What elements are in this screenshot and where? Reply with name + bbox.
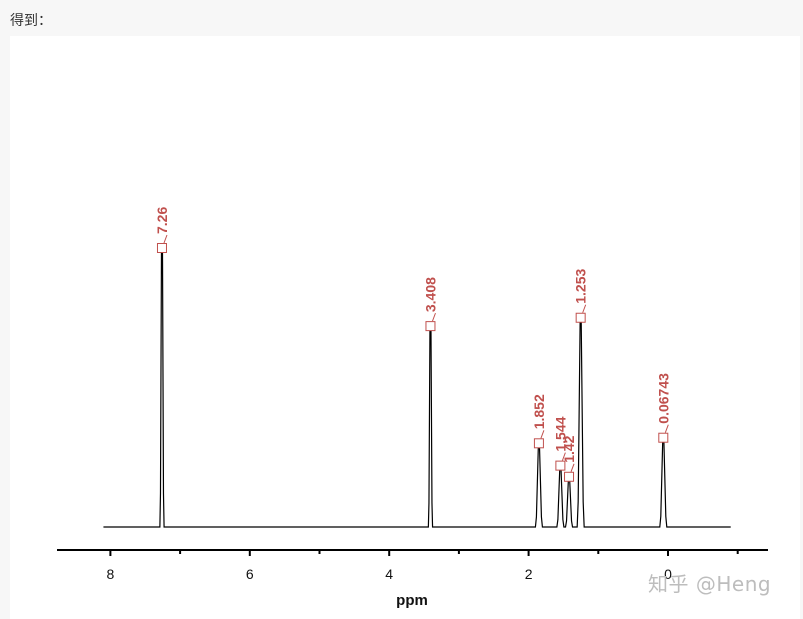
peak-label: 1.544 bbox=[552, 416, 568, 451]
x-axis-title: ppm bbox=[396, 592, 428, 609]
caption-text: 得到： bbox=[10, 13, 52, 29]
peak-label: 3.408 bbox=[422, 277, 438, 312]
tick-label: 6 bbox=[246, 566, 254, 582]
peak-label: 0.06743 bbox=[655, 373, 671, 424]
peak-label: 1.852 bbox=[531, 394, 547, 429]
peak-marker: 0.06743 bbox=[655, 373, 671, 443]
watermark: 知乎 @Heng bbox=[648, 572, 772, 596]
tick-label: 0 bbox=[664, 566, 672, 582]
peak-label: 7.26 bbox=[154, 207, 170, 234]
nmr-spectrum-figure: 8 6 4 2 0 7.26 3.408 1.852 1.544 1.42 1.253 0.0674… bbox=[10, 36, 800, 619]
peak-marker: 1.544 bbox=[552, 416, 568, 471]
tick-label: 2 bbox=[525, 566, 533, 582]
peak-marker: 1.42 bbox=[561, 435, 577, 482]
tick-label: 8 bbox=[107, 566, 115, 582]
peak-marker: 3.408 bbox=[422, 277, 438, 332]
peak-marker: 7.26 bbox=[154, 207, 170, 253]
x-axis: 8 6 4 2 0 bbox=[57, 549, 768, 582]
peak-label: 1.42 bbox=[561, 435, 577, 462]
tick-label: 4 bbox=[385, 566, 393, 582]
peak-marker: 1.253 bbox=[573, 269, 589, 323]
peak-label: 1.253 bbox=[573, 269, 589, 304]
spectrum-trace bbox=[103, 247, 731, 528]
peak-marker: 1.852 bbox=[531, 394, 547, 449]
